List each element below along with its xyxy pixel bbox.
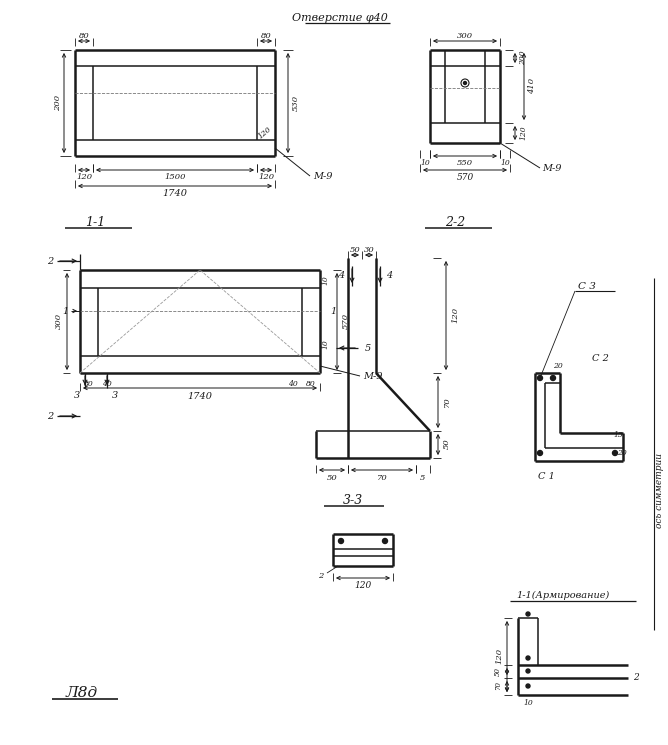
Text: 1: 1 (62, 306, 68, 315)
Text: 50: 50 (327, 474, 337, 482)
Text: 410: 410 (528, 78, 536, 94)
Text: 5: 5 (420, 474, 426, 482)
Text: 200: 200 (519, 51, 527, 66)
Circle shape (613, 451, 617, 455)
Text: 300: 300 (457, 32, 473, 40)
Text: 1740: 1740 (188, 392, 212, 401)
Text: С 1: С 1 (538, 472, 555, 481)
Text: 70: 70 (443, 396, 451, 408)
Text: 80: 80 (306, 380, 316, 388)
Text: М-9: М-9 (363, 372, 383, 381)
Text: 70: 70 (377, 474, 387, 482)
Text: 10: 10 (321, 339, 329, 349)
Text: 1-1: 1-1 (85, 215, 105, 229)
Text: 50: 50 (443, 439, 451, 449)
Circle shape (550, 375, 556, 381)
Circle shape (538, 451, 542, 455)
Circle shape (526, 612, 530, 616)
Text: 50: 50 (349, 246, 360, 254)
Text: 530: 530 (292, 95, 300, 111)
Text: 120: 120 (355, 582, 371, 591)
Circle shape (464, 81, 466, 84)
Text: Отверстие φ40: Отверстие φ40 (292, 13, 388, 23)
Text: 2-2: 2-2 (445, 215, 465, 229)
Text: 80: 80 (84, 380, 94, 388)
Text: 50: 50 (494, 667, 502, 676)
Text: 20: 20 (617, 449, 627, 457)
Text: 1: 1 (330, 306, 336, 315)
Text: 3: 3 (74, 390, 80, 399)
Text: 1500: 1500 (164, 173, 186, 181)
Text: 570: 570 (456, 173, 474, 182)
Text: 120: 120 (451, 307, 459, 323)
Text: 120: 120 (495, 648, 503, 664)
Text: 40: 40 (288, 380, 298, 388)
Circle shape (339, 539, 343, 544)
Text: М-9: М-9 (313, 171, 333, 180)
Text: 3-3: 3-3 (343, 493, 363, 507)
Text: 80: 80 (261, 32, 271, 40)
Text: М-9: М-9 (542, 163, 562, 173)
Text: 550: 550 (457, 159, 473, 167)
Text: 10: 10 (321, 275, 329, 285)
Text: 4: 4 (386, 270, 392, 279)
Text: Л8д: Л8д (66, 686, 98, 700)
Text: 120: 120 (257, 125, 273, 141)
Text: 40: 40 (102, 380, 112, 388)
Text: 10: 10 (500, 159, 510, 167)
Text: 3: 3 (112, 390, 118, 399)
Text: 10: 10 (420, 159, 430, 167)
Text: С 2: С 2 (592, 353, 609, 363)
Text: 2: 2 (47, 411, 53, 420)
Circle shape (526, 669, 530, 673)
Text: 5: 5 (365, 343, 371, 352)
Circle shape (526, 656, 530, 660)
Text: 15: 15 (613, 431, 623, 439)
Text: ось симметрии: ось симметрии (655, 452, 665, 527)
Circle shape (526, 684, 530, 688)
Text: 70: 70 (494, 682, 502, 691)
Text: 1-1(Армирование): 1-1(Армирование) (516, 591, 610, 600)
Circle shape (383, 539, 387, 544)
Circle shape (538, 375, 542, 381)
Text: 2: 2 (47, 256, 53, 265)
Text: 80: 80 (79, 32, 90, 40)
Text: 20: 20 (553, 362, 563, 370)
Text: 200: 200 (54, 95, 62, 111)
Text: 120: 120 (76, 173, 92, 181)
Text: 570: 570 (342, 313, 350, 329)
Text: 30: 30 (363, 246, 374, 254)
Text: С 3: С 3 (578, 282, 596, 291)
Text: 1740: 1740 (162, 188, 188, 197)
Text: 10: 10 (523, 699, 533, 707)
Text: 2: 2 (633, 673, 639, 682)
Text: 2: 2 (319, 572, 324, 580)
Text: 4: 4 (338, 270, 344, 279)
Text: 120: 120 (519, 126, 527, 140)
Text: 120: 120 (258, 173, 274, 181)
Text: 300: 300 (55, 313, 63, 329)
